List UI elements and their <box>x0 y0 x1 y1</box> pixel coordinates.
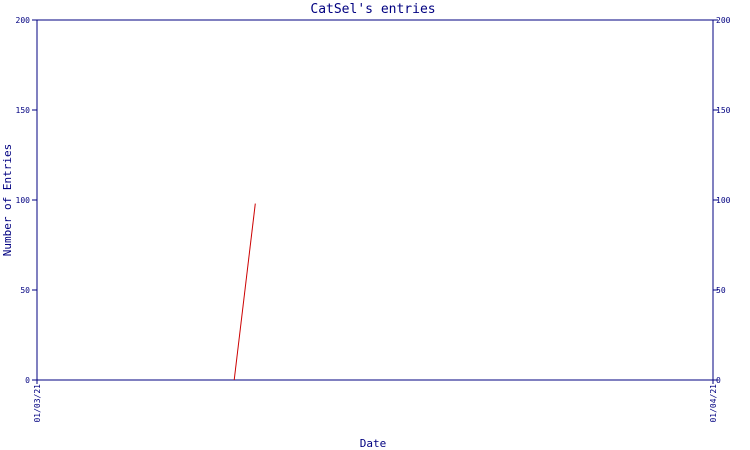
plot-area <box>36 19 714 381</box>
chart-title: CatSel's entries <box>310 2 435 17</box>
x-tick-label-1: 01/04/21 <box>709 384 718 423</box>
x-axis-label: Date <box>360 437 387 450</box>
y-tick-label-right-4: 200 <box>716 16 731 25</box>
y-tick-label-left-2: 100 <box>16 196 31 205</box>
x-tick-label-0: 01/03/21 <box>33 384 42 423</box>
y-axis-label: Number of Entries <box>1 144 14 257</box>
series-group <box>233 203 256 381</box>
y-tick-label-right-0: 0 <box>716 376 721 385</box>
series-line-0 <box>233 203 256 381</box>
y-tick-label-left-1: 50 <box>20 286 30 295</box>
y-tick-label-left-4: 200 <box>16 16 31 25</box>
y-tick-label-left-3: 150 <box>16 106 31 115</box>
y-tick-label-right-1: 50 <box>716 286 726 295</box>
y-axis-left: 0 50 100 150 200 <box>16 16 37 385</box>
x-axis: 01/03/21 01/04/21 <box>33 380 718 423</box>
y-tick-label-right-2: 100 <box>716 196 731 205</box>
y-tick-label-right-3: 150 <box>716 106 731 115</box>
y-axis-right: 0 50 100 150 200 <box>713 16 731 385</box>
y-tick-label-left-0: 0 <box>25 376 30 385</box>
